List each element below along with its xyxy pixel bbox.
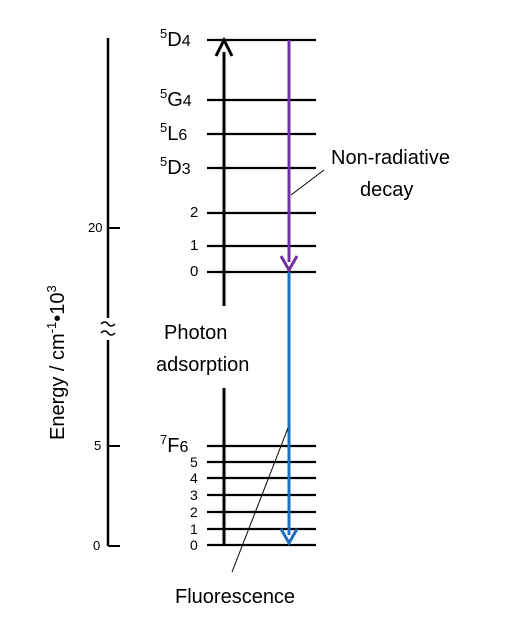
photon-label-line2: adsorption [156,354,249,376]
energy-axis: 20 5 0 Energy / cm-1•103 [44,38,120,553]
level-label-5L6-name: L [167,123,178,145]
level-label-7F6-name: F [167,435,179,457]
level-label-5D4-name: D [167,29,181,51]
level-label-5D4-sup: 5 [160,26,167,41]
fluorescence-leader-line [231,427,289,573]
level-label-lower-1: 1 [190,521,198,537]
photon-label-line1: Photon [164,322,227,344]
level-label-5D3-sup: 5 [160,154,167,169]
level-label-7F6-sup: 7 [160,432,167,447]
non-radiative-label-line2: decay [360,179,413,201]
axis-title: Energy / cm-1•103 [44,285,69,440]
axis-tick-label-0: 0 [93,538,100,553]
level-label-5D4-sub: 4 [182,33,191,50]
level-label-upper-1: 1 [190,237,198,254]
non-radiative-arrow-head [279,255,299,274]
axis-title-dot: • [47,315,69,322]
level-label-lower-5: 5 [190,454,198,470]
axis-break-mark [100,321,116,336]
level-label-5G4-sub: 4 [183,93,192,110]
upper-levels: 5D4 5G4 5L6 5D3 2 1 0 [160,26,316,280]
non-radiative-arrow [279,40,299,274]
level-label-5D3: 5D3 [160,154,191,179]
axis-title-unit-exp: 3 [44,285,59,292]
level-label-5D3-name: D [167,157,181,179]
lower-levels: 7F6 5 4 3 2 1 0 [160,432,316,553]
non-radiative-leader-line [290,169,325,196]
level-label-5D4: 5D4 [160,26,191,51]
level-label-lower-2: 2 [190,504,198,520]
axis-tick-label-20: 20 [88,220,102,235]
level-label-5G4-name: G [167,89,183,111]
level-label-lower-4: 4 [190,470,198,486]
level-label-upper-2: 2 [190,204,198,221]
level-label-5G4: 5G4 [160,86,192,111]
fluorescence-label: Fluorescence [175,586,295,608]
level-label-lower-0: 0 [190,537,198,553]
non-radiative-label-line1: Non-radiative [331,147,450,169]
axis-title-unit: 10 [47,292,69,314]
level-label-7F6: 7F6 [160,432,188,457]
excitation-arrow [214,36,234,545]
level-label-5G4-sup: 5 [160,86,167,101]
level-label-7F6-sub: 6 [179,439,188,456]
level-label-5L6-sub: 6 [178,127,187,144]
axis-tick-label-5: 5 [94,438,101,453]
level-label-upper-0: 0 [190,263,198,280]
excitation-arrow-head [214,36,234,57]
level-label-5L6: 5L6 [160,120,187,145]
level-label-5L6-sup: 5 [160,120,167,135]
fluorescence-arrow [279,272,299,547]
level-label-lower-3: 3 [190,487,198,503]
level-label-5D3-sub: 3 [182,161,191,178]
axis-title-main: Energy / cm [47,333,69,440]
axis-title-exp: -1 [44,322,59,334]
fluorescence-arrow-head [279,528,299,547]
